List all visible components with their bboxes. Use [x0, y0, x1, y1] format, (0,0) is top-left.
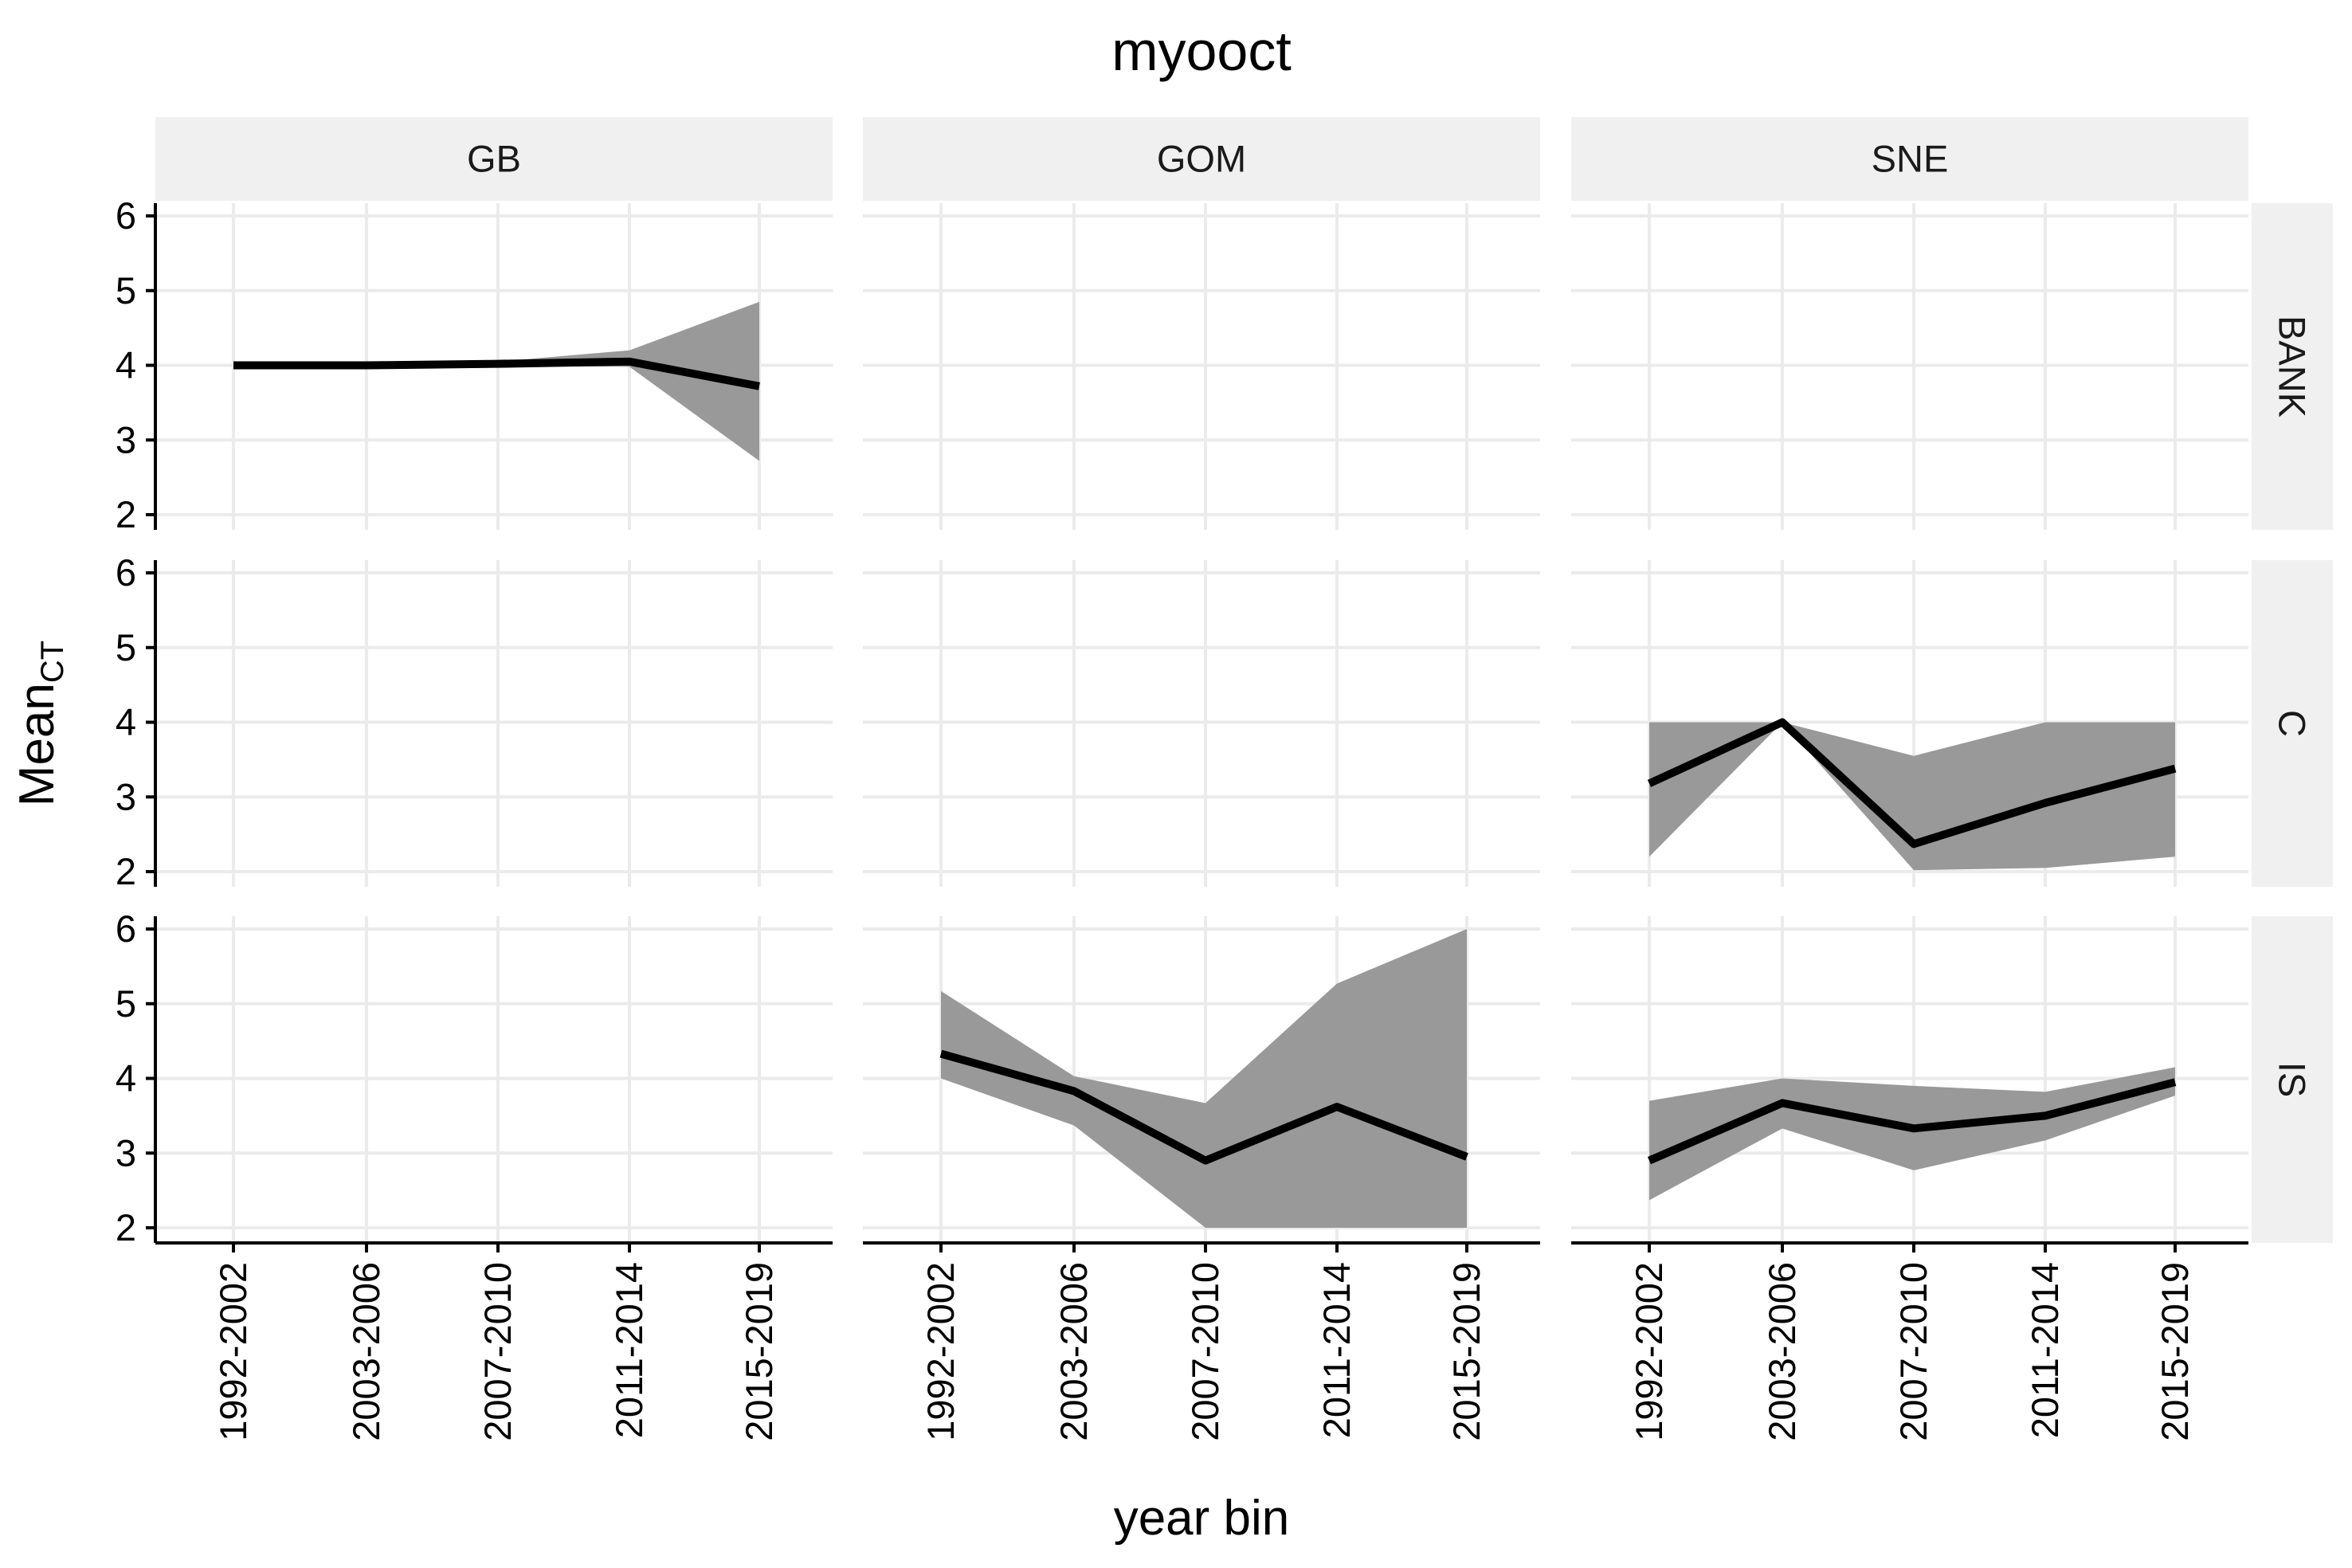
facet-strip-label: GOM — [1157, 138, 1246, 180]
x-tick-label: 2007-2010 — [476, 1262, 519, 1441]
mean-line — [939, 1049, 1468, 1165]
x-tick-label: 2003-2006 — [1761, 1262, 1803, 1441]
chart-title: myooct — [1111, 20, 1292, 82]
facet-strip-gom — [863, 117, 1540, 201]
x-tick-label: 2003-2006 — [345, 1262, 387, 1441]
facet-strip-gb — [155, 117, 833, 201]
y-tick-label: 6 — [116, 907, 136, 950]
panel-gom-c — [863, 560, 1540, 887]
y-tick-label: 5 — [116, 269, 136, 312]
y-tick-label: 2 — [116, 493, 136, 535]
facet-row-label: IS — [2272, 1062, 2314, 1097]
svg-text:MeanCT: MeanCT — [10, 641, 70, 806]
y-tick-label: 6 — [116, 194, 136, 237]
x-tick-label: 2003-2006 — [1053, 1262, 1095, 1441]
panel-sne-is: 1992-2002 2003-2006 2007-2010 2011-2014 2015… — [1571, 916, 2248, 1441]
y-tick-label: 5 — [116, 626, 136, 668]
x-tick-label: 2007-2010 — [1892, 1262, 1935, 1441]
y-tick-label: 2 — [116, 1206, 136, 1249]
panel-gb-c: 2 3 4 5 6 — [116, 551, 833, 892]
x-tick-label: 2015-2019 — [1445, 1262, 1488, 1441]
y-tick-label: 4 — [116, 701, 136, 743]
confidence-ribbon — [941, 929, 1467, 1228]
x-tick-label: 1992-2002 — [1628, 1262, 1670, 1441]
x-tick-label: 2015-2019 — [2154, 1262, 2196, 1441]
facet-row-label: BANK — [2272, 316, 2314, 417]
x-tick-label: 2015-2019 — [738, 1262, 780, 1441]
panel-sne-c — [1571, 560, 2248, 887]
mean-line — [233, 357, 760, 390]
x-tick-label: 1992-2002 — [212, 1262, 254, 1441]
y-tick-label: 4 — [116, 344, 136, 386]
panel-gom-bank — [863, 203, 1540, 530]
confidence-ribbon — [1649, 722, 2175, 871]
mean-line — [1647, 718, 2177, 849]
panel-gb-bank: 2 3 4 5 6 — [116, 194, 833, 535]
y-tick-label: 2 — [116, 850, 136, 892]
x-tick-label: 1992-2002 — [919, 1262, 962, 1441]
x-tick-label: 2011-2014 — [608, 1262, 650, 1438]
confidence-ribbon — [233, 301, 759, 461]
facet-strip-label: GB — [467, 138, 521, 180]
y-axis-title-subscript: CT — [35, 641, 70, 683]
mean-line — [1648, 1078, 2177, 1165]
y-tick-label: 6 — [116, 551, 136, 594]
y-tick-label: 3 — [116, 1131, 136, 1174]
y-tick-label: 3 — [116, 775, 136, 817]
facet-strip-label: SNE — [1872, 138, 1949, 180]
x-tick-label: 2011-2014 — [2024, 1262, 2066, 1438]
x-axis-title: year bin — [1114, 1491, 1290, 1546]
x-tick-label: 2007-2010 — [1184, 1262, 1226, 1441]
facet-strip-sne — [1571, 117, 2248, 201]
facet-row-strip-is — [2252, 916, 2333, 1243]
y-axis-title: MeanCT — [10, 641, 70, 806]
panel-gb-is: 2 3 4 5 6 1992-2002 2003-2006 2007-2010 2011-201… — [116, 907, 833, 1441]
y-tick-label: 5 — [116, 982, 136, 1025]
x-tick-label: 2011-2014 — [1315, 1262, 1358, 1438]
y-tick-label: 3 — [116, 418, 136, 461]
panel-gom-is: 1992-2002 2003-2006 2007-2010 2011-2014 2015… — [863, 916, 1540, 1441]
y-axis-title-main: Mean — [10, 683, 65, 806]
y-tick-label: 4 — [116, 1057, 136, 1100]
facet-row-strip-bank — [2252, 203, 2333, 530]
facet-row-strip-c — [2252, 560, 2333, 887]
panel-sne-bank — [1571, 203, 2248, 530]
facet-row-label: C — [2272, 710, 2314, 737]
